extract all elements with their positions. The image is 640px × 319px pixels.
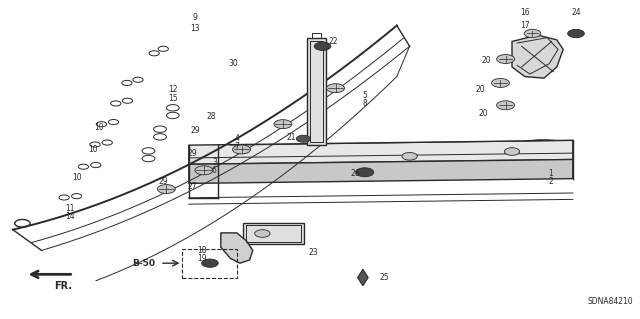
Text: 4: 4 <box>234 134 239 143</box>
Circle shape <box>296 135 310 142</box>
Text: 20: 20 <box>475 85 485 94</box>
Text: FR.: FR. <box>54 281 72 291</box>
Text: 17: 17 <box>520 21 530 30</box>
Polygon shape <box>189 160 573 183</box>
Circle shape <box>524 29 541 38</box>
Text: 3: 3 <box>212 158 217 167</box>
Circle shape <box>274 120 292 129</box>
Text: 23: 23 <box>308 248 319 256</box>
Text: 8: 8 <box>362 99 367 108</box>
Text: 28: 28 <box>207 112 216 121</box>
Text: B-50: B-50 <box>132 259 155 268</box>
Text: 6: 6 <box>212 166 217 175</box>
Text: 29: 29 <box>190 126 200 135</box>
Circle shape <box>568 29 584 38</box>
Text: 11: 11 <box>66 204 75 213</box>
Circle shape <box>195 166 213 175</box>
Circle shape <box>202 259 218 267</box>
Text: 10: 10 <box>72 173 82 182</box>
Text: 26: 26 <box>350 169 360 178</box>
Polygon shape <box>189 140 573 164</box>
Polygon shape <box>243 223 304 244</box>
Circle shape <box>497 55 515 63</box>
Text: 5: 5 <box>362 91 367 100</box>
Circle shape <box>492 78 509 87</box>
Text: 7: 7 <box>234 142 239 151</box>
Circle shape <box>314 42 331 50</box>
Circle shape <box>504 148 520 155</box>
Polygon shape <box>512 35 563 78</box>
Text: 21: 21 <box>287 133 296 142</box>
Text: 20: 20 <box>481 56 492 65</box>
Bar <box>182 249 237 278</box>
Text: 2: 2 <box>548 177 553 186</box>
Text: 27: 27 <box>187 182 197 191</box>
Text: SDNA84210: SDNA84210 <box>588 297 634 306</box>
Circle shape <box>356 168 374 177</box>
Text: 14: 14 <box>65 212 76 221</box>
Text: 22: 22 <box>328 37 337 46</box>
Circle shape <box>402 152 417 160</box>
Text: 19: 19 <box>196 254 207 263</box>
Text: 24: 24 <box>571 8 581 17</box>
Polygon shape <box>221 233 253 263</box>
Text: 15: 15 <box>168 94 178 103</box>
Text: 25: 25 <box>379 273 389 282</box>
Polygon shape <box>307 38 326 145</box>
Circle shape <box>326 84 344 93</box>
Circle shape <box>255 230 270 237</box>
Circle shape <box>232 145 250 154</box>
Text: 30: 30 <box>228 59 239 68</box>
Text: 9: 9 <box>193 13 198 22</box>
Circle shape <box>157 185 175 194</box>
Text: 29: 29 <box>187 149 197 158</box>
Text: 10: 10 <box>94 123 104 132</box>
Text: 13: 13 <box>190 24 200 33</box>
Text: 29: 29 <box>158 177 168 186</box>
Text: 20: 20 <box>478 109 488 118</box>
Circle shape <box>497 101 515 110</box>
Text: 10: 10 <box>88 145 98 154</box>
Text: 18: 18 <box>197 246 206 255</box>
Text: 16: 16 <box>520 8 530 17</box>
Text: 12: 12 <box>168 85 177 94</box>
Text: 1: 1 <box>548 169 553 178</box>
Polygon shape <box>358 270 368 286</box>
